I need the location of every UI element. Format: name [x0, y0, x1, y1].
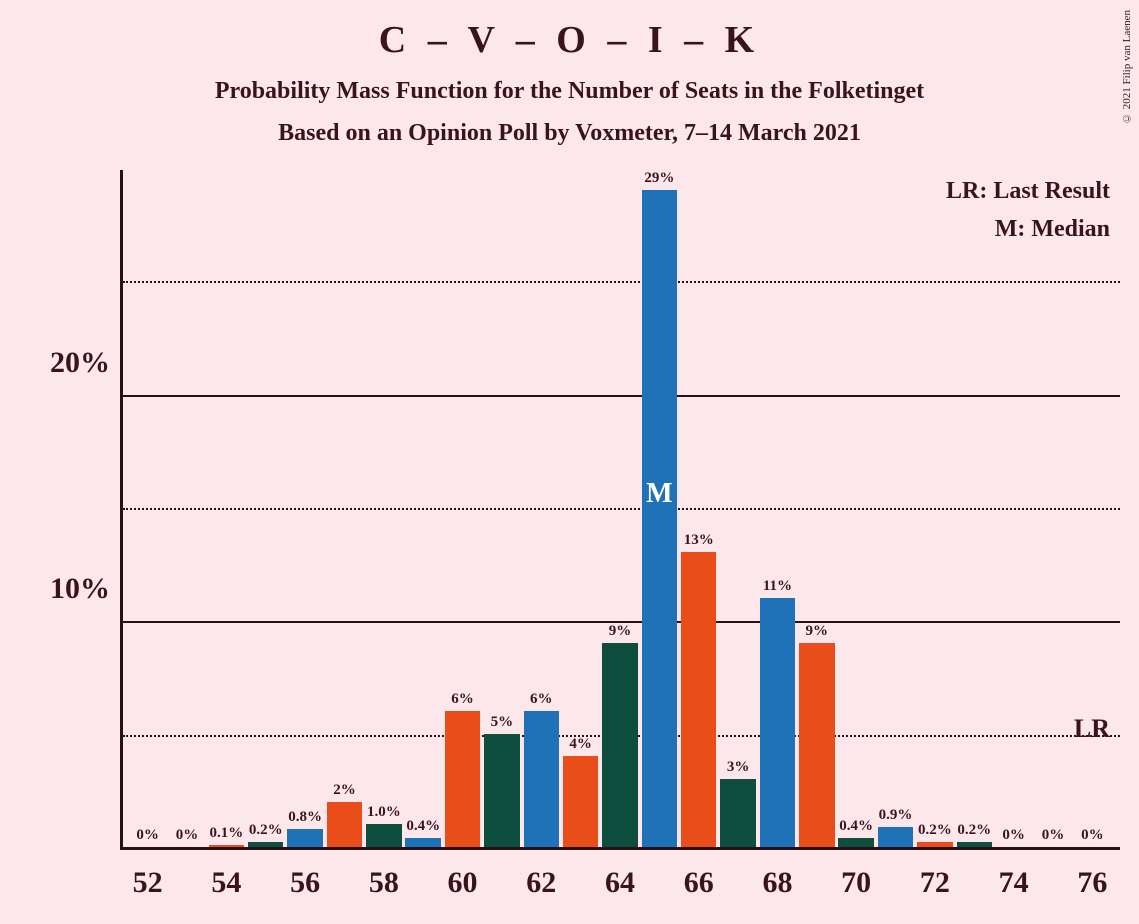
legend-lr: LR: Last Result — [946, 178, 1110, 205]
chart-subtitle-2: Based on an Opinion Poll by Voxmeter, 7–… — [0, 120, 1139, 147]
median-marker: M — [646, 478, 672, 510]
gridline-solid — [123, 395, 1120, 397]
x-axis-line — [120, 847, 1120, 850]
bar-value-label: 9% — [787, 623, 847, 640]
x-axis-label: 56 — [290, 866, 320, 900]
bar — [838, 838, 873, 847]
bar — [209, 845, 244, 847]
y-axis-label: 10% — [50, 572, 110, 606]
bar — [602, 643, 637, 847]
x-axis-label: 64 — [605, 866, 635, 900]
bar — [563, 756, 598, 847]
bar-value-label: 2% — [314, 782, 374, 799]
x-axis-label: 70 — [841, 866, 871, 900]
bar — [642, 190, 677, 847]
gridline-dotted — [123, 281, 1120, 283]
x-axis-label: 66 — [684, 866, 714, 900]
bar — [445, 711, 480, 847]
bar-value-label: 29% — [629, 170, 689, 187]
bar-value-label: 0% — [1062, 827, 1122, 844]
bar — [405, 838, 440, 847]
x-axis-label: 54 — [211, 866, 241, 900]
x-axis-label: 58 — [369, 866, 399, 900]
x-axis-label: 72 — [920, 866, 950, 900]
chart-subtitle-1: Probability Mass Function for the Number… — [0, 78, 1139, 105]
bar — [248, 842, 283, 847]
x-axis-label: 52 — [133, 866, 163, 900]
plot-area: LR: Last Result M: Median 10%20%0%0%0.1%… — [120, 170, 1120, 850]
bar — [524, 711, 559, 847]
chart-title: C – V – O – I – K — [0, 18, 1139, 62]
x-axis-label: 74 — [999, 866, 1029, 900]
bar-value-label: 13% — [669, 532, 729, 549]
copyright-text: © 2021 Filip van Laenen — [1121, 10, 1133, 124]
x-axis-label: 62 — [526, 866, 556, 900]
gridline-dotted — [123, 508, 1120, 510]
bar — [484, 734, 519, 847]
y-axis-label: 20% — [50, 346, 110, 380]
bar — [799, 643, 834, 847]
bar — [287, 829, 322, 847]
bar — [681, 552, 716, 847]
chart-container: C – V – O – I – K Probability Mass Funct… — [0, 0, 1139, 924]
bar — [917, 842, 952, 847]
y-axis-line — [120, 170, 123, 850]
legend-m: M: Median — [995, 216, 1110, 243]
bar — [720, 779, 755, 847]
x-axis-label: 76 — [1077, 866, 1107, 900]
bar-value-label: 11% — [747, 578, 807, 595]
x-axis-label: 68 — [762, 866, 792, 900]
bar-value-label: 0.9% — [866, 807, 926, 824]
bar-value-label: 6% — [511, 691, 571, 708]
bar-value-label: 6% — [433, 691, 493, 708]
x-axis-label: 60 — [448, 866, 478, 900]
lr-marker: LR — [1074, 714, 1110, 744]
